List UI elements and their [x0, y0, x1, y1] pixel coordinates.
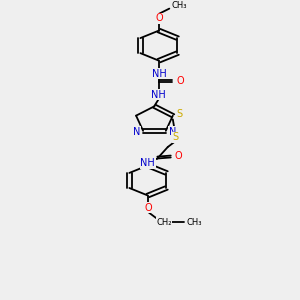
- Text: CH₃: CH₃: [172, 2, 188, 10]
- Text: S: S: [176, 109, 182, 118]
- Text: N: N: [169, 127, 176, 137]
- Text: CH₂: CH₂: [157, 218, 172, 227]
- Text: NH: NH: [152, 69, 166, 79]
- Text: N: N: [133, 127, 140, 137]
- Text: NH: NH: [151, 89, 166, 100]
- Text: O: O: [144, 202, 152, 213]
- Text: O: O: [176, 76, 184, 86]
- Text: S: S: [173, 132, 179, 142]
- Text: CH₃: CH₃: [186, 218, 202, 227]
- Text: NH: NH: [140, 158, 155, 168]
- Text: O: O: [174, 152, 182, 161]
- Text: O: O: [155, 13, 163, 23]
